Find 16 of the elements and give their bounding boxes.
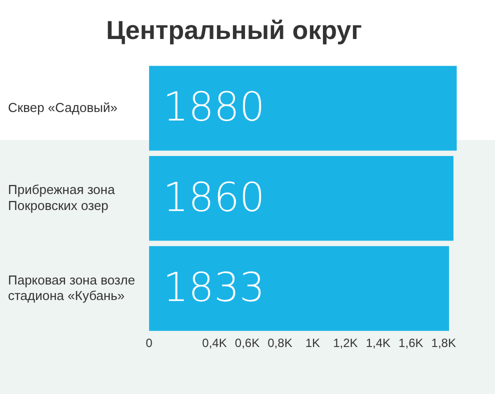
x-tick-label: 0,4K [202,336,227,350]
x-tick-label: 1,6K [398,336,424,350]
y-tick-label: Парковая зона возле стадиона «Кубань» [8,272,136,303]
data-label: 1860 [163,174,265,221]
x-tick-label: 0,6K [234,336,260,350]
x-tick-label: 0,8K [268,336,292,350]
data-label: 1833 [163,264,265,311]
x-tick-label: 0 [146,336,153,350]
data-label: 1880 [163,84,265,131]
chart-title: Центральный округ [106,14,362,45]
y-tick-label: Сквер «Садовый» [8,100,118,115]
y-tick-label: Прибрежная зона Покровских озер [8,182,116,213]
x-tick-label: 1,2K [333,336,358,350]
x-tick-label: 1,4K [366,336,391,350]
x-tick-label: 1K [305,336,320,350]
x-tick-label: 1,8K [431,336,456,350]
